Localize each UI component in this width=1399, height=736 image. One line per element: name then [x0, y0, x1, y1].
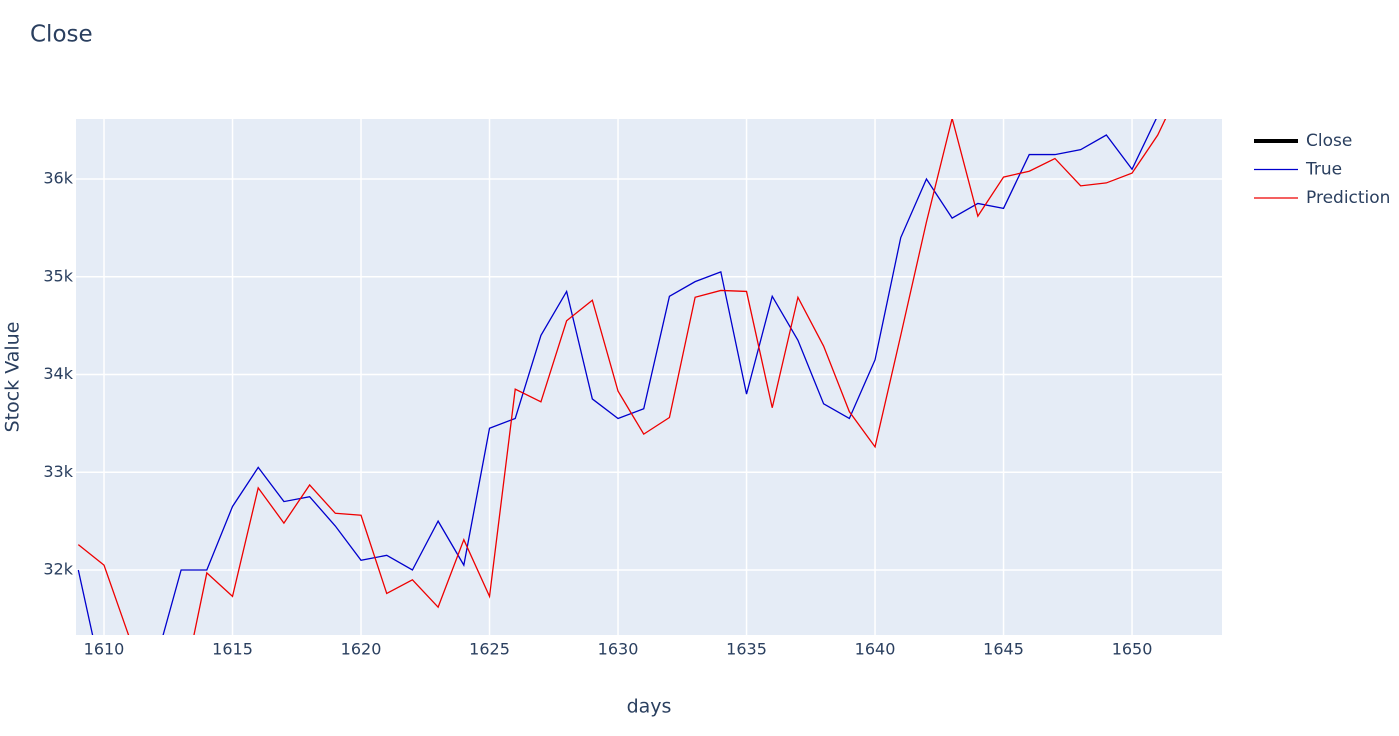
y-axis-title: Stock Value	[2, 322, 24, 433]
x-tick-label: 1615	[212, 640, 253, 659]
x-tick-label: 1650	[1112, 640, 1153, 659]
x-tick-label: 1640	[855, 640, 896, 659]
y-tick-label: 34k	[43, 364, 73, 383]
legend-label: Close	[1306, 131, 1352, 151]
plot-area	[76, 119, 1222, 635]
grid	[76, 119, 1222, 635]
y-tick-label: 32k	[43, 559, 73, 578]
legend-label: True	[1305, 160, 1342, 180]
x-tick-label: 1635	[726, 640, 767, 659]
x-tick-label: 1620	[341, 640, 382, 659]
x-tick-label: 1625	[469, 640, 510, 659]
legend-label: Prediction	[1306, 188, 1390, 208]
series-line	[77, 119, 1167, 635]
x-tick-label: 1645	[983, 640, 1024, 659]
y-tick-label: 33k	[43, 462, 73, 481]
chart-title: Close	[30, 22, 93, 48]
x-axis-title: days	[627, 696, 672, 718]
y-tick-label: 35k	[43, 266, 73, 285]
x-tick-label: 1610	[84, 640, 125, 659]
y-tick-label: 36k	[43, 169, 73, 188]
x-tick-label: 1630	[598, 640, 639, 659]
lines	[77, 119, 1167, 635]
